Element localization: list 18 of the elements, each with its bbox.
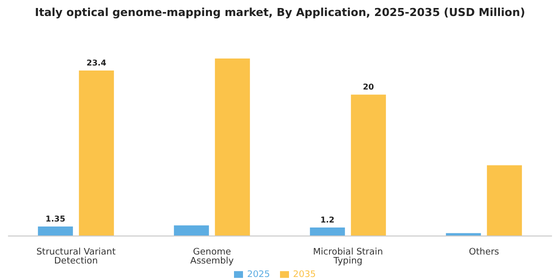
data-label: 23.4: [86, 58, 107, 68]
data-label: 1.2: [320, 216, 335, 225]
bar: [78, 70, 114, 236]
x-tick-label: Microbial Strain Typing: [313, 247, 383, 266]
bar: [214, 58, 250, 236]
x-tick-label: Genome Assembly: [190, 247, 234, 266]
bar: [486, 165, 522, 236]
data-label: 1.35: [46, 214, 66, 224]
bar: [38, 226, 73, 236]
data-label: 20: [362, 82, 374, 92]
bar: [310, 228, 345, 236]
chart-title: Italy optical genome-mapping market, By Application, 2025-2035 (USD Million): [34, 5, 526, 21]
legend-label: 2025: [247, 270, 270, 280]
legend-label: 2035: [293, 270, 316, 280]
x-tick-label: Others: [468, 247, 500, 258]
x-tick-label: Structural Variant Detection: [36, 247, 116, 266]
bar: [174, 225, 209, 236]
bar: [350, 94, 386, 236]
